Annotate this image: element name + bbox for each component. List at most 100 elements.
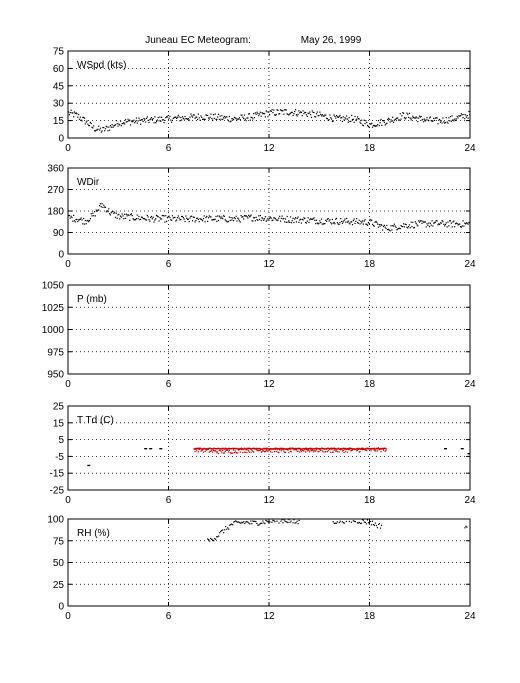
data-point (216, 118, 218, 120)
data-point (214, 538, 216, 540)
data-point (135, 218, 138, 220)
data-point (296, 450, 298, 452)
data-point (238, 449, 240, 451)
data-point (285, 109, 287, 111)
data-point (336, 116, 339, 118)
data-point (436, 117, 438, 119)
data-point (136, 122, 138, 124)
data-point (165, 220, 168, 222)
data-point (252, 220, 254, 222)
data-point (204, 450, 206, 453)
data-point (410, 221, 412, 223)
data-point (203, 448, 205, 450)
y-tick-label: 75 (53, 536, 65, 547)
data-point (145, 448, 148, 450)
data-point (310, 447, 313, 450)
data-point (284, 448, 287, 450)
data-point (258, 449, 261, 452)
data-point (438, 119, 440, 121)
data-point (232, 452, 234, 454)
data-point (208, 451, 210, 453)
data-point (435, 220, 437, 222)
data-point (248, 447, 251, 449)
data-point (250, 116, 252, 118)
data-point (302, 219, 304, 221)
data-point (138, 117, 140, 119)
data-point (375, 448, 377, 450)
data-point (268, 449, 270, 451)
data-point (137, 218, 139, 220)
data-point (315, 449, 318, 451)
data-point (341, 220, 343, 223)
data-point (282, 449, 284, 451)
data-point (253, 520, 255, 523)
data-point (397, 119, 400, 121)
data-point (285, 521, 287, 523)
data-point (321, 114, 323, 116)
data-point (223, 532, 225, 534)
data-point (248, 113, 250, 115)
x-tick-label: 6 (166, 611, 172, 622)
data-point (458, 115, 460, 117)
data-point (206, 114, 208, 116)
data-point (94, 130, 96, 132)
data-point (343, 447, 345, 450)
data-point (326, 447, 329, 450)
y-tick-label: 0 (58, 250, 64, 261)
data-point (449, 220, 451, 222)
data-point (402, 226, 404, 228)
data-point (349, 120, 351, 123)
data-point (332, 120, 334, 122)
data-point (325, 117, 328, 119)
data-point (320, 449, 322, 451)
data-point (289, 521, 291, 523)
x-tick-label: 18 (364, 379, 376, 390)
data-point (288, 220, 290, 222)
data-point (358, 521, 360, 524)
data-point (412, 221, 414, 223)
data-point (144, 448, 146, 450)
data-point (363, 119, 365, 121)
data-point (305, 114, 308, 116)
data-point (84, 219, 86, 222)
data-point (204, 221, 206, 223)
data-point (217, 215, 219, 217)
data-point (249, 523, 251, 525)
data-point (451, 115, 453, 117)
data-point (372, 523, 375, 526)
x-tick-label: 18 (364, 143, 376, 154)
data-point (365, 120, 367, 122)
data-point (156, 215, 158, 217)
data-point (400, 225, 402, 227)
data-point (307, 217, 309, 219)
y-tick-label: 5 (58, 435, 64, 446)
data-point (428, 117, 431, 119)
data-point (241, 449, 243, 451)
data-point (284, 221, 286, 223)
data-point (256, 522, 258, 525)
data-point (125, 121, 127, 123)
data-point (212, 539, 214, 541)
data-point (234, 217, 236, 220)
data-point (212, 119, 214, 121)
data-point (166, 116, 169, 118)
data-point (122, 215, 124, 217)
data-point (179, 219, 181, 221)
data-point (272, 519, 274, 521)
data-point (235, 447, 237, 450)
data-point (219, 447, 221, 450)
data-point (316, 447, 318, 450)
data-point (120, 125, 122, 127)
data-point (209, 447, 211, 450)
data-point (276, 109, 278, 111)
data-point (237, 118, 239, 120)
data-point (259, 111, 261, 113)
y-tick-label: 25 (53, 402, 65, 413)
data-point (235, 215, 237, 217)
data-point (432, 120, 434, 122)
data-point (459, 223, 461, 225)
data-point (351, 221, 353, 223)
data-point (230, 120, 232, 122)
data-point (160, 218, 162, 220)
